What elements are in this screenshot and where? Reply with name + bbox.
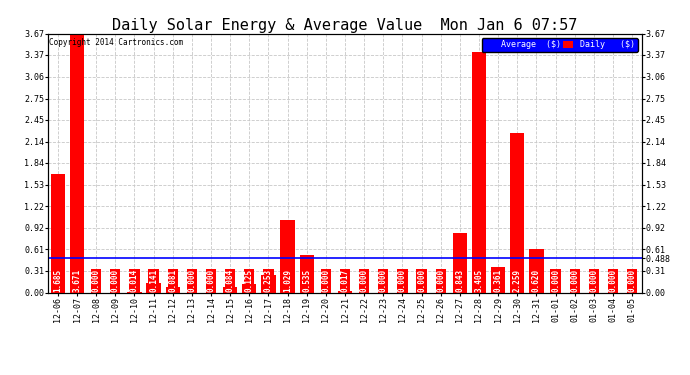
Text: 0.620: 0.620 (532, 269, 541, 292)
Bar (50, 174, 65, 292)
Bar (510, 133, 524, 292)
Text: 0.535: 0.535 (302, 269, 311, 292)
Bar (299, 255, 314, 292)
Text: 0.081: 0.081 (168, 269, 177, 292)
Bar (223, 286, 237, 292)
Text: 0.000: 0.000 (436, 269, 445, 292)
Bar (242, 284, 257, 292)
Bar (262, 274, 275, 292)
Bar (453, 233, 467, 292)
Text: 0.000: 0.000 (188, 269, 197, 292)
Text: 2.259: 2.259 (513, 269, 522, 292)
Bar (338, 291, 352, 292)
Text: 0.000: 0.000 (379, 269, 388, 292)
Text: 0.000: 0.000 (570, 269, 579, 292)
Text: 1.029: 1.029 (283, 269, 292, 292)
Text: 0.000: 0.000 (111, 269, 120, 292)
Text: 0.000: 0.000 (206, 269, 215, 292)
Text: 0.014: 0.014 (130, 269, 139, 292)
Text: 0.000: 0.000 (609, 269, 618, 292)
Text: 3.405: 3.405 (475, 269, 484, 292)
Text: 0.000: 0.000 (92, 269, 101, 292)
Text: 0.141: 0.141 (149, 269, 158, 292)
Bar (529, 249, 544, 292)
Text: 0.253: 0.253 (264, 269, 273, 292)
Text: 1.685: 1.685 (53, 269, 62, 292)
Text: 0.000: 0.000 (628, 269, 637, 292)
Text: 0.000: 0.000 (322, 269, 331, 292)
Text: 0.125: 0.125 (245, 269, 254, 292)
Text: 0.017: 0.017 (340, 269, 350, 292)
Text: 0.084: 0.084 (226, 269, 235, 292)
Legend: Average  ($), Daily   ($): Average ($), Daily ($) (482, 38, 638, 52)
Text: 0.000: 0.000 (589, 269, 598, 292)
Text: 0.000: 0.000 (417, 269, 426, 292)
Bar (127, 291, 141, 292)
Text: 0.361: 0.361 (493, 269, 502, 292)
Bar (146, 282, 161, 292)
Bar (70, 34, 84, 292)
Text: 3.671: 3.671 (72, 269, 81, 292)
Title: Daily Solar Energy & Average Value  Mon Jan 6 07:57: Daily Solar Energy & Average Value Mon J… (112, 18, 578, 33)
Text: 0.000: 0.000 (359, 269, 368, 292)
Bar (491, 267, 505, 292)
Text: 0.000: 0.000 (551, 269, 560, 292)
Text: Copyright 2014 Cartronics.com: Copyright 2014 Cartronics.com (50, 38, 184, 46)
Text: 0.000: 0.000 (398, 269, 407, 292)
Bar (166, 287, 180, 292)
Bar (280, 220, 295, 292)
Bar (472, 53, 486, 292)
Text: 0.843: 0.843 (455, 269, 464, 292)
